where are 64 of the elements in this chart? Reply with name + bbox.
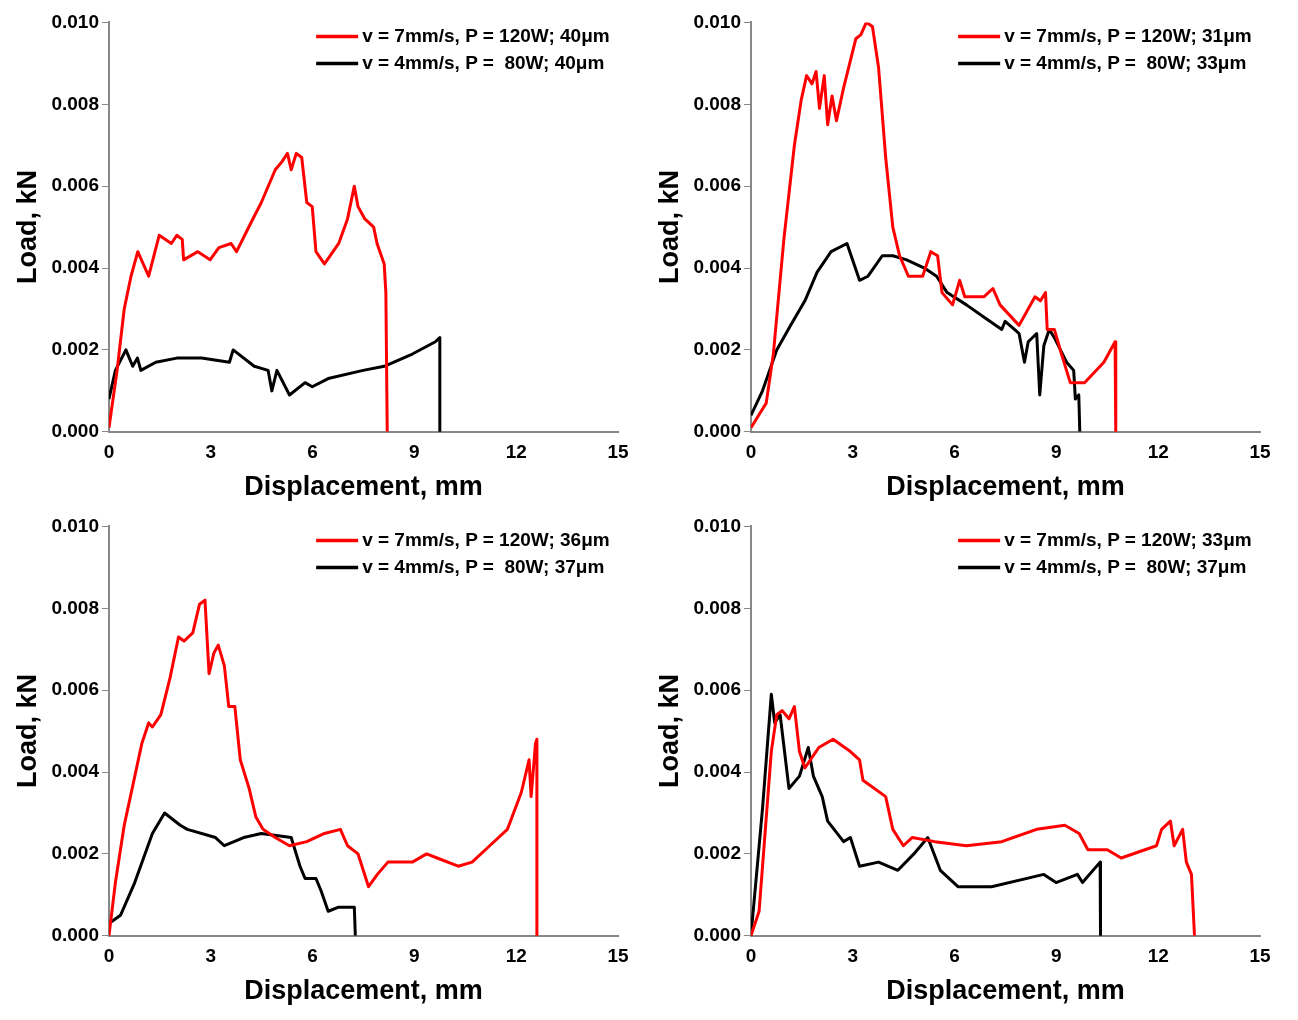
x-tick-label: 6 [949, 441, 960, 463]
y-tick-label: 0.006 [693, 174, 741, 196]
x-tick-label: 12 [505, 945, 527, 967]
x-axis-title: Displacement, mm [886, 471, 1125, 502]
x-tick-label: 15 [607, 441, 629, 463]
y-axis-title: Load, kN [11, 170, 42, 285]
legend-label: v = 7mm/s, P = 120W; 33μm [1004, 528, 1252, 550]
x-tick-label: 15 [1249, 945, 1271, 967]
x-tick-label: 0 [745, 945, 757, 967]
y-tick-label: 0.000 [693, 420, 741, 442]
y-tick-label: 0.000 [51, 420, 99, 442]
x-tick-label: 3 [847, 945, 859, 967]
y-tick-label: 0.004 [693, 256, 742, 278]
y-tick-label: 0.008 [51, 596, 99, 618]
y-tick-label: 0.006 [51, 678, 99, 700]
x-tick-label: 12 [1147, 441, 1169, 463]
y-tick-label: 0.010 [51, 514, 99, 536]
y-tick-label: 0.004 [693, 760, 742, 782]
y-tick-label: 0.010 [693, 10, 741, 32]
y-tick-label: 0.002 [693, 338, 741, 360]
x-tick-label: 15 [1249, 441, 1271, 463]
y-axis-title: Load, kN [11, 674, 42, 789]
y-tick-label: 0.010 [693, 514, 741, 536]
x-tick-label: 6 [307, 945, 318, 967]
legend-label: v = 4mm/s, P = 80W; 33μm [1004, 51, 1247, 73]
y-tick-label: 0.008 [693, 92, 741, 114]
y-tick-label: 0.002 [693, 842, 741, 864]
x-tick-label: 3 [205, 945, 217, 967]
x-tick-label: 12 [505, 441, 527, 463]
x-tick-label: 9 [1051, 945, 1062, 967]
y-tick-label: 0.010 [51, 10, 99, 32]
x-axis-title: Displacement, mm [244, 975, 483, 1006]
y-tick-label: 0.008 [693, 596, 741, 618]
y-tick-label: 0.006 [51, 174, 99, 196]
y-tick-label: 0.006 [693, 678, 741, 700]
x-tick-label: 9 [409, 441, 420, 463]
y-axis-title: Load, kN [653, 674, 684, 789]
x-tick-label: 6 [949, 945, 960, 967]
x-tick-label: 0 [103, 441, 115, 463]
x-axis-title: Displacement, mm [886, 975, 1125, 1006]
y-tick-label: 0.002 [51, 842, 99, 864]
x-tick-label: 12 [1147, 945, 1169, 967]
x-tick-label: 0 [103, 945, 115, 967]
legend-label: v = 4mm/s, P = 80W; 37μm [362, 555, 605, 577]
y-axis-title: Load, kN [653, 170, 684, 285]
y-tick-label: 0.008 [51, 92, 99, 114]
y-tick-label: 0.004 [51, 760, 100, 782]
y-tick-label: 0.000 [51, 924, 99, 946]
x-tick-label: 15 [607, 945, 629, 967]
y-tick-label: 0.004 [51, 256, 100, 278]
y-tick-label: 0.000 [693, 924, 741, 946]
x-tick-label: 9 [1051, 441, 1062, 463]
legend-label: v = 7mm/s, P = 120W; 40μm [362, 24, 610, 46]
legend-label: v = 7mm/s, P = 120W; 36μm [362, 528, 610, 550]
y-tick-label: 0.002 [51, 338, 99, 360]
x-axis-title: Displacement, mm [244, 471, 483, 502]
x-tick-label: 3 [205, 441, 217, 463]
x-tick-label: 3 [847, 441, 859, 463]
legend-label: v = 4mm/s, P = 80W; 40μm [362, 51, 605, 73]
legend-label: v = 7mm/s, P = 120W; 31μm [1004, 24, 1252, 46]
legend-label: v = 4mm/s, P = 80W; 37μm [1004, 555, 1247, 577]
x-tick-label: 9 [409, 945, 420, 967]
x-tick-label: 0 [745, 441, 757, 463]
x-tick-label: 6 [307, 441, 318, 463]
